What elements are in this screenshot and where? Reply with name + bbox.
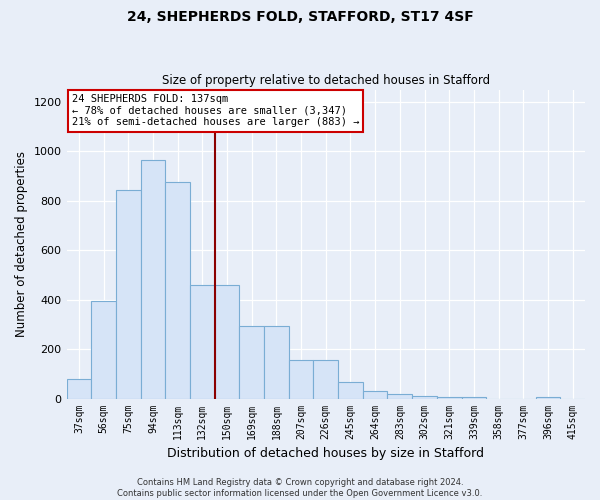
Bar — [264, 326, 289, 398]
Y-axis label: Number of detached properties: Number of detached properties — [15, 151, 28, 337]
Bar — [116, 190, 140, 398]
Bar — [363, 391, 388, 398]
Bar — [165, 182, 190, 398]
Bar — [313, 360, 338, 399]
Bar — [91, 301, 116, 398]
Bar — [215, 285, 239, 399]
Text: Contains HM Land Registry data © Crown copyright and database right 2024.
Contai: Contains HM Land Registry data © Crown c… — [118, 478, 482, 498]
Bar — [67, 379, 91, 398]
X-axis label: Distribution of detached houses by size in Stafford: Distribution of detached houses by size … — [167, 447, 484, 460]
Title: Size of property relative to detached houses in Stafford: Size of property relative to detached ho… — [162, 74, 490, 87]
Bar — [190, 285, 215, 399]
Text: 24 SHEPHERDS FOLD: 137sqm
← 78% of detached houses are smaller (3,347)
21% of se: 24 SHEPHERDS FOLD: 137sqm ← 78% of detac… — [72, 94, 359, 128]
Bar — [536, 396, 560, 398]
Bar — [412, 396, 437, 398]
Text: 24, SHEPHERDS FOLD, STAFFORD, ST17 4SF: 24, SHEPHERDS FOLD, STAFFORD, ST17 4SF — [127, 10, 473, 24]
Bar — [388, 394, 412, 398]
Bar — [140, 160, 165, 398]
Bar — [239, 326, 264, 398]
Bar — [289, 360, 313, 399]
Bar — [338, 382, 363, 398]
